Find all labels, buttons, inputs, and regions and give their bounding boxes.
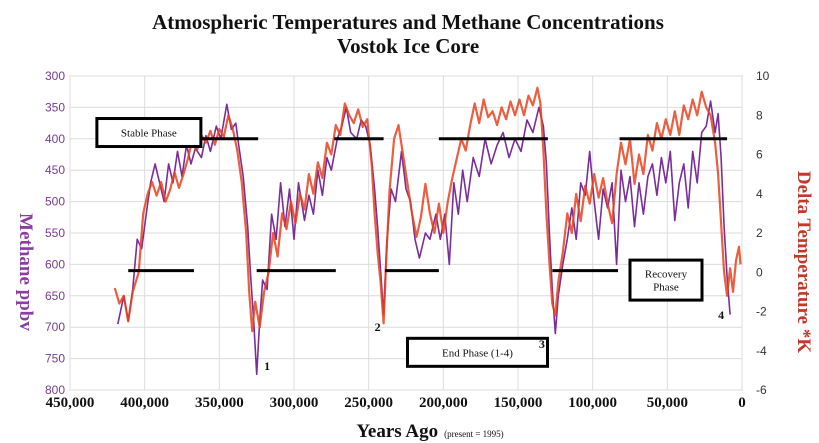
phase-box-label: Recovery [645, 269, 688, 281]
x-tick-label: 100,000 [568, 395, 617, 411]
x-tick-label: 0 [738, 395, 746, 411]
y-left-tick-label: 800 [45, 383, 65, 397]
event-label: 1 [264, 359, 270, 373]
y-left-tick-label: 500 [45, 195, 65, 209]
x-axis-note: (present = 1995) [444, 429, 504, 439]
y-right-tick-label: -2 [756, 305, 767, 319]
y-left-tick-label: 700 [45, 320, 65, 334]
x-tick-label: 150,000 [494, 395, 543, 411]
y-right-tick-label: 0 [756, 265, 763, 279]
x-tick-label: 400,000 [120, 395, 169, 411]
y-right-tick-label: 2 [756, 226, 763, 240]
series-line-temperature [113, 86, 742, 333]
phase-box [405, 336, 549, 368]
y-left-tick-label: 650 [45, 289, 65, 303]
chart-title: Atmospheric Temperatures and Methane Con… [152, 10, 664, 34]
phase-box-label: Stable Phase [121, 128, 177, 140]
y-axis-left-label: Methane ppbv [15, 213, 36, 331]
series-group [113, 86, 742, 376]
chart-subtitle: Vostok Ice Core [337, 34, 479, 58]
y-right-tick-label: -4 [756, 344, 767, 358]
x-tick-label: 300,000 [270, 395, 319, 411]
phase-box [628, 258, 704, 302]
left-axis: 300 350 400 450 500 550 600 650 700 750 800 [45, 69, 65, 397]
y-left-tick-label: 400 [45, 132, 65, 146]
y-left-tick-label: 350 [45, 100, 65, 114]
right-axis: 10 8 6 4 2 0 -2 -4 -6 [756, 69, 770, 397]
y-right-tick-label: -6 [756, 383, 767, 397]
y-right-tick-label: 6 [756, 148, 763, 162]
x-tick-label: 350,000 [195, 395, 244, 411]
x-axis-title: Years Ago (present = 1995) [356, 421, 503, 442]
x-tick-label: 450,000 [46, 395, 95, 411]
phase-box-label: Phase [653, 282, 679, 294]
x-tick-label: 50,000 [647, 395, 688, 411]
x-axis-label: Years Ago [356, 421, 438, 442]
phase-box-label: End Phase (1-4) [442, 347, 513, 359]
y-right-tick-label: 4 [756, 187, 763, 201]
x-tick-label: 250,000 [344, 395, 393, 411]
y-left-tick-label: 600 [45, 257, 65, 271]
event-label: 2 [375, 320, 381, 334]
x-axis: 450,000 400,000 350,000 300,000 250,000 200,0… [46, 395, 746, 411]
event-label: 3 [539, 337, 545, 351]
phase-box [95, 117, 203, 149]
y-left-tick-label: 550 [45, 226, 65, 240]
y-left-tick-label: 300 [45, 69, 65, 83]
x-tick-label: 200,000 [419, 395, 468, 411]
event-label: 4 [718, 308, 724, 322]
phase-lines [128, 137, 728, 273]
y-right-tick-label: 10 [756, 69, 770, 83]
y-axis-right-label: Delta Temperature *K [793, 171, 814, 353]
series-line-methane [117, 100, 731, 376]
y-left-tick-label: 750 [45, 352, 65, 366]
y-right-tick-label: 8 [756, 108, 763, 122]
event-labels: 1 2 3 4 [264, 308, 724, 373]
y-left-tick-label: 450 [45, 163, 65, 177]
